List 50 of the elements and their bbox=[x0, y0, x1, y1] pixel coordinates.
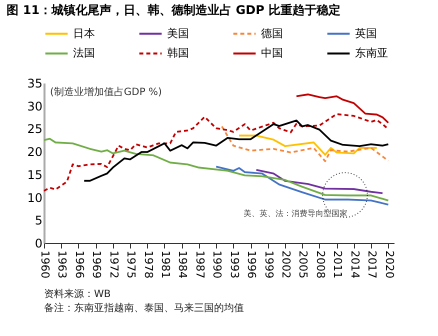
x-tick-label: 2014 bbox=[348, 250, 362, 278]
y-tick-label: 0 bbox=[34, 236, 42, 250]
line-series bbox=[255, 168, 384, 194]
y-tick-label: 30 bbox=[27, 99, 42, 114]
legend-label: 德国 bbox=[261, 26, 283, 40]
x-tick-label: 2017 bbox=[366, 250, 379, 278]
legend-label: 韩国 bbox=[167, 46, 189, 60]
x-tick-label: 1996 bbox=[245, 250, 258, 278]
line-series bbox=[83, 120, 390, 182]
x-tick-label: 2020 bbox=[382, 250, 396, 278]
y-tick-label: 25 bbox=[27, 122, 42, 136]
line-series bbox=[296, 94, 390, 124]
x-tick-label: 1999 bbox=[262, 250, 276, 278]
legend-label: 法国 bbox=[73, 46, 95, 60]
x-tick-label: 1969 bbox=[90, 250, 104, 278]
y-tick-label: 20 bbox=[27, 145, 42, 160]
x-tick-label: 2008 bbox=[314, 250, 327, 278]
text: 资料来源：WB bbox=[44, 288, 111, 300]
x-tick-label: 1984 bbox=[176, 250, 190, 278]
x-tick-label: 1972 bbox=[107, 250, 120, 278]
x-tick-label: 1993 bbox=[228, 250, 241, 278]
x-tick-label: 1960 bbox=[38, 250, 52, 278]
x-tick-label: 1981 bbox=[158, 250, 172, 278]
x-tick-label: 1990 bbox=[210, 250, 224, 278]
line-series bbox=[220, 126, 390, 162]
x-tick-label: 1966 bbox=[72, 250, 86, 278]
line-series bbox=[215, 166, 390, 206]
legend-label: 东南亚 bbox=[355, 46, 388, 60]
x-tick-label: 2005 bbox=[296, 250, 310, 278]
y-axis-title: (制造业增加值占GDP %) bbox=[50, 86, 162, 98]
legend-label: 中国 bbox=[261, 46, 283, 60]
y-tick-label: 35 bbox=[27, 76, 42, 90]
y-tick-label: 10 bbox=[27, 190, 42, 205]
legend-label: 日本 bbox=[73, 26, 95, 40]
y-tick-label: 5 bbox=[34, 214, 42, 228]
x-tick-label: 1963 bbox=[56, 250, 69, 278]
text: 备注：东南亚指越南、泰国、马来三国的均值 bbox=[44, 302, 244, 314]
x-tick-label: 1978 bbox=[142, 250, 155, 278]
line-series bbox=[43, 138, 390, 202]
line-series bbox=[238, 134, 378, 156]
annotation: 美、英、法：消费导向型国家 bbox=[244, 209, 348, 218]
x-tick-label: 2011 bbox=[331, 250, 344, 278]
x-tick-label: 2002 bbox=[279, 250, 292, 278]
y-tick-label: 15 bbox=[27, 168, 42, 182]
legend-label: 英国 bbox=[355, 26, 377, 40]
line-series bbox=[43, 113, 390, 192]
legend-label: 美国 bbox=[167, 26, 189, 40]
x-tick-label: 1987 bbox=[193, 250, 206, 278]
chart-title: 图 11：城镇化尾声，日、韩、德制造业占 GDP 比重趋于稳定 bbox=[6, 3, 341, 17]
x-tick-label: 1975 bbox=[124, 250, 138, 278]
